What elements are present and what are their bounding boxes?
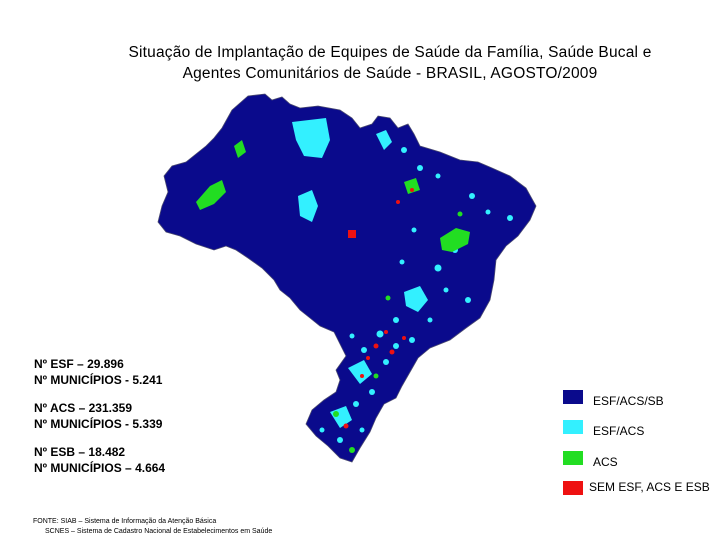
legend-swatch-esf-acs-sb xyxy=(563,390,583,404)
legend-label-esf-acs: ESF/ACS xyxy=(593,424,645,438)
acs-municipios: Nº MUNICÍPIOS - 5.339 xyxy=(34,417,163,431)
esf-municipios: Nº MUNICÍPIOS - 5.241 xyxy=(34,373,163,387)
title-line-1: Situação de Implantação de Equipes de Sa… xyxy=(128,44,652,61)
legend-label-esf-acs-sb: ESF/ACS/SB xyxy=(593,394,664,408)
cyan-patch-south xyxy=(348,360,372,384)
cyan-dot xyxy=(435,173,441,179)
cyan-dot xyxy=(465,297,471,303)
red-dot xyxy=(410,188,414,192)
green-patch-bahia xyxy=(440,228,470,252)
red-dot xyxy=(384,330,388,334)
cyan-dot xyxy=(319,427,325,433)
esf-count: Nº ESF – 29.896 xyxy=(34,357,124,371)
cyan-dot xyxy=(369,389,375,395)
legend-label-sem: SEM ESF, ACS E ESB xyxy=(589,480,710,494)
cyan-dot xyxy=(383,359,389,365)
cyan-patch-roraima xyxy=(292,118,330,158)
source-line-2: SCNES – Sistema de Cadastro Nacional de … xyxy=(45,528,273,535)
esf-stats: Nº ESF – 29.896 Nº MUNICÍPIOS - 5.241 xyxy=(34,356,162,388)
cyan-dot xyxy=(401,147,407,153)
esb-count: Nº ESB – 18.482 xyxy=(34,445,126,459)
cyan-dot xyxy=(376,330,384,338)
red-patch-amazonas xyxy=(348,230,356,238)
red-dot xyxy=(343,423,349,429)
cyan-dot xyxy=(399,259,405,265)
esb-municipios: Nº MUNICÍPIOS – 4.664 xyxy=(34,461,166,475)
cyan-dot xyxy=(393,343,399,349)
brazil-map xyxy=(157,93,537,463)
cyan-dot xyxy=(349,333,355,339)
acs-regions xyxy=(196,140,470,453)
legend-swatch-acs xyxy=(563,451,583,465)
acs-count: Nº ACS – 231.359 xyxy=(34,401,132,415)
green-dot xyxy=(373,373,379,379)
green-patch-amazonas-north xyxy=(234,140,246,158)
title-line-2: Agentes Comunitários de Saúde - BRASIL, … xyxy=(182,65,598,82)
source-line-1: FONTE: SIAB – Sistema de Informação da A… xyxy=(33,518,217,525)
red-dot xyxy=(360,374,364,378)
cyan-patch-amazonas xyxy=(298,190,318,222)
cyan-dot xyxy=(359,427,365,433)
cyan-dot xyxy=(485,209,491,215)
cyan-dot xyxy=(337,437,343,443)
cyan-dot xyxy=(417,165,423,171)
cyan-dot xyxy=(443,287,449,293)
cyan-dot xyxy=(469,193,475,199)
cyan-dot xyxy=(507,215,513,221)
cyan-dot xyxy=(411,227,417,233)
esb-stats: Nº ESB – 18.482 Nº MUNICÍPIOS – 4.664 xyxy=(34,444,165,476)
red-dot xyxy=(373,343,379,349)
green-dot xyxy=(385,295,391,301)
map-title: Situação de Implantação de Equipes de Sa… xyxy=(90,42,690,84)
red-dot xyxy=(396,200,400,204)
red-dot xyxy=(366,356,370,360)
green-patch-amazonas-west xyxy=(196,180,226,210)
legend-label-acs: ACS xyxy=(593,455,618,469)
sem-regions xyxy=(343,188,414,429)
cyan-dot xyxy=(393,317,399,323)
cyan-patch-minas xyxy=(404,286,428,312)
legend-swatch-esf-acs xyxy=(563,420,583,434)
cyan-dot xyxy=(353,401,359,407)
green-dot xyxy=(349,447,355,453)
red-dot xyxy=(389,349,395,355)
acs-stats: Nº ACS – 231.359 Nº MUNICÍPIOS - 5.339 xyxy=(34,400,162,432)
cyan-dot xyxy=(434,264,442,272)
legend-swatch-sem xyxy=(563,481,583,495)
green-dot xyxy=(333,411,339,417)
map-fill-layer xyxy=(158,94,536,462)
red-dot xyxy=(402,336,406,340)
cyan-dot xyxy=(409,337,415,343)
green-dot xyxy=(457,211,463,217)
cyan-dot xyxy=(427,317,433,323)
cyan-dot xyxy=(361,347,367,353)
green-patch-para xyxy=(404,178,420,194)
cyan-patch-para xyxy=(376,130,392,150)
source-note: FONTE: SIAB – Sistema de Informação da A… xyxy=(33,517,272,537)
